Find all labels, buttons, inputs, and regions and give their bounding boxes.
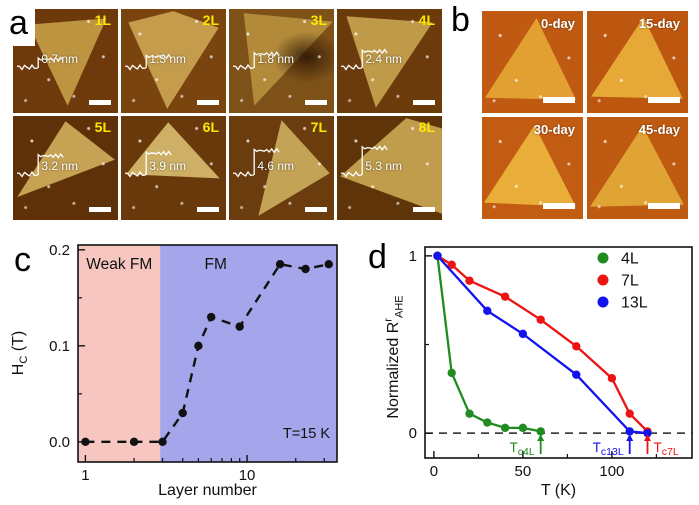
height-label: 4.6 nm — [257, 158, 295, 173]
afm-image-3L: 1.8 nm 3L — [229, 9, 334, 113]
scale-bar — [543, 203, 575, 209]
svg-text:50: 50 — [515, 463, 532, 480]
c-x-axis-label: Layer number — [158, 482, 257, 499]
panel-a-afm-grid: 0.7 nm 1L 1.3 nm 2L 1.8 nm 3L 2.4 nm 4L 3.2 nm 5L… — [13, 9, 442, 220]
afm-image-8L: 5.3 nm 8L — [337, 116, 442, 220]
scale-bar — [413, 207, 435, 212]
afm-image-6L: 3.9 nm 6L — [121, 116, 226, 220]
svg-text:7L: 7L — [621, 273, 639, 290]
panel-d-letter: d — [368, 238, 387, 276]
layer-count-label: 4L — [418, 12, 435, 28]
afm-image-4L: 2.4 nm 4L — [337, 9, 442, 113]
afm-image-0-day: 0-day — [482, 11, 583, 113]
dark-region — [273, 31, 334, 82]
svg-text:10: 10 — [239, 467, 256, 484]
d-x-axis-label: T (K) — [540, 482, 577, 499]
scale-bar — [89, 100, 111, 105]
height-profile-trace — [124, 53, 172, 71]
scale-bar — [197, 207, 219, 212]
svg-text:0.1: 0.1 — [49, 338, 70, 355]
afm-image-30-day: 30-day — [482, 117, 583, 219]
panel-b-afm-grid: 0-day 15-day 30-day 45-day — [482, 11, 688, 219]
c-y-axis-label: HC (T) — [9, 330, 31, 376]
height-label: 2.4 nm — [365, 51, 403, 66]
afm-image-7L: 4.6 nm 7L — [229, 116, 334, 220]
panel-c-letter: c — [14, 241, 31, 279]
svg-text:0: 0 — [409, 425, 417, 442]
svg-text:4L: 4L — [621, 251, 639, 268]
svg-text:Tc4L: Tc4L — [510, 440, 535, 458]
svg-text:FM: FM — [205, 256, 227, 273]
afm-image-1L: 0.7 nm 1L — [13, 9, 118, 113]
layer-count-label: 3L — [310, 12, 327, 28]
height-profile-trace — [16, 152, 64, 178]
panel-a-letter: a — [6, 4, 35, 46]
layer-count-label: 8L — [418, 119, 435, 135]
svg-text:100: 100 — [599, 463, 624, 480]
layer-count-label: 7L — [310, 119, 327, 135]
height-label: 1.3 nm — [149, 51, 187, 66]
height-profile-trace — [232, 147, 280, 178]
height-label: 1.8 nm — [257, 51, 295, 66]
height-profile-trace — [16, 56, 64, 71]
height-label: 3.9 nm — [149, 158, 187, 173]
svg-text:0.2: 0.2 — [49, 242, 70, 259]
coercive-field-plot: Weak FM FM 1 10 0.0 0.1 0.2 T=15 K — [49, 242, 338, 484]
scale-bar — [89, 207, 111, 212]
day-label: 30-day — [533, 122, 575, 137]
svg-text:Tc7L: Tc7L — [654, 440, 679, 458]
panel-d-chart: 0 50 100 0 1 4L 7L 13L Tc4L Tc13L Tc7L Normalized … — [360, 235, 699, 505]
svg-text:Tc13L: Tc13L — [593, 440, 624, 458]
svg-text:13L: 13L — [621, 295, 648, 312]
height-profile-trace — [232, 51, 280, 71]
height-label: 5.3 nm — [365, 158, 403, 173]
afm-image-5L: 3.2 nm 5L — [13, 116, 118, 220]
ahe-vs-temperature-plot: 0 50 100 0 1 4L 7L 13L Tc4L Tc13L Tc7L — [409, 246, 693, 480]
svg-text:0: 0 — [430, 463, 438, 480]
scale-bar — [305, 207, 327, 212]
scale-bar — [197, 100, 219, 105]
scale-bar — [543, 97, 575, 103]
layer-count-label: 5L — [94, 119, 111, 135]
svg-text:1: 1 — [409, 248, 417, 265]
scale-bar — [648, 97, 680, 103]
panel-c-chart: Weak FM FM 1 10 0.0 0.1 0.2 T=15 K HC (T) Layer… — [0, 235, 360, 505]
scale-bar — [648, 203, 680, 209]
layer-count-label: 1L — [94, 12, 111, 28]
height-profile-trace — [340, 48, 388, 71]
d-y-axis-label: Normalized RrAHE — [382, 295, 406, 419]
day-label: 15-day — [638, 16, 680, 31]
svg-text:1: 1 — [81, 467, 89, 484]
scale-bar — [413, 100, 435, 105]
height-profile-trace — [124, 150, 172, 178]
svg-text:0.0: 0.0 — [49, 434, 70, 451]
svg-text:T=15 K: T=15 K — [283, 426, 330, 442]
layer-count-label: 2L — [202, 12, 219, 28]
day-label: 45-day — [638, 122, 680, 137]
height-label: 0.7 nm — [41, 51, 79, 66]
panel-b-letter: b — [451, 1, 470, 39]
svg-text:Weak FM: Weak FM — [86, 256, 152, 273]
height-profile-trace — [340, 145, 388, 178]
day-label: 0-day — [541, 16, 575, 31]
afm-image-2L: 1.3 nm 2L — [121, 9, 226, 113]
height-label: 3.2 nm — [41, 158, 79, 173]
afm-image-45-day: 45-day — [587, 117, 688, 219]
afm-image-15-day: 15-day — [587, 11, 688, 113]
layer-count-label: 6L — [202, 119, 219, 135]
scale-bar — [305, 100, 327, 105]
